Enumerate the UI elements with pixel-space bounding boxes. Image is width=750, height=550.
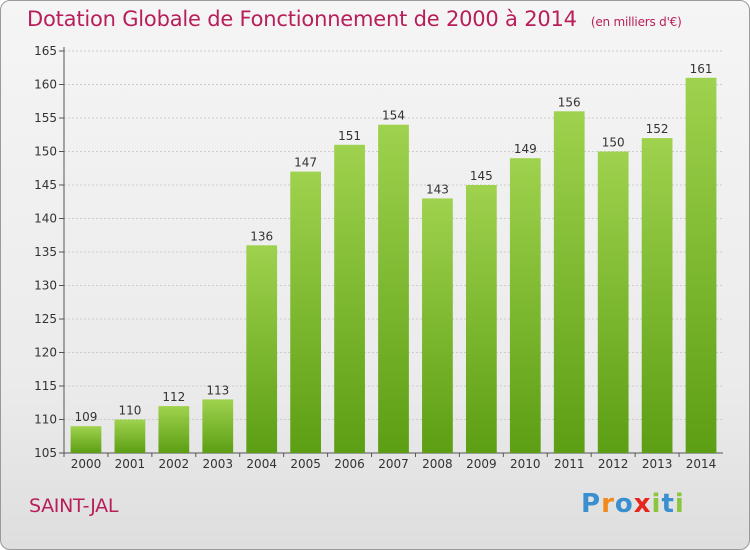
commune-name: SAINT-JAL	[29, 495, 119, 517]
title-text: Dotation Globale de Fonctionnement de 20…	[27, 7, 577, 31]
bar-2009	[465, 185, 497, 453]
data-label: 113	[206, 383, 229, 397]
x-tick-label: 2014	[686, 457, 717, 471]
x-tick-label: 2010	[510, 457, 541, 471]
x-tick-label: 2011	[554, 457, 585, 471]
bar-2000	[70, 426, 102, 453]
proxiti-logo: Proxiti	[581, 489, 685, 519]
y-tick-label: 140	[34, 212, 57, 226]
x-tick-label: 2004	[246, 457, 277, 471]
y-tick-label: 160	[34, 78, 57, 92]
labels: 105 110 115 120 125 130 135 140 145 150 155 160 165 1…	[34, 44, 716, 471]
chart-title: Dotation Globale de Fonctionnement de 20…	[27, 7, 682, 31]
data-label: 136	[250, 229, 273, 243]
logo-letter: r	[601, 489, 615, 519]
bar-2008	[422, 198, 453, 453]
bar-2003	[202, 399, 234, 453]
data-label: 147	[294, 156, 317, 170]
y-tick-label: 165	[34, 44, 57, 58]
bar-2005	[290, 171, 322, 453]
y-tick-label: 125	[34, 312, 57, 326]
bar-2001	[114, 419, 146, 453]
data-label: 112	[162, 390, 185, 404]
x-tick-label: 2002	[159, 457, 190, 471]
y-tick-label: 155	[34, 111, 57, 125]
bar-2014	[685, 77, 717, 454]
y-tick-label: 105	[34, 446, 57, 460]
logo-letter: x	[633, 489, 652, 519]
data-label: 156	[558, 95, 581, 109]
data-label: 143	[426, 182, 449, 196]
x-tick-label: 2003	[202, 457, 233, 471]
y-tick-label: 115	[34, 379, 57, 393]
y-tick-label: 110	[34, 413, 57, 427]
y-tick-label: 145	[34, 178, 57, 192]
logo-letter: i	[674, 489, 685, 519]
y-tick-label: 135	[34, 245, 57, 259]
bars	[70, 77, 717, 454]
y-tick-label: 130	[34, 279, 57, 293]
x-tick-label: 2006	[334, 457, 365, 471]
x-tick-label: 2001	[115, 457, 146, 471]
data-label: 109	[75, 410, 98, 424]
data-label: 161	[690, 62, 713, 76]
x-tick-label: 2005	[290, 457, 321, 471]
data-label: 149	[514, 142, 537, 156]
bar-2006	[334, 144, 365, 454]
bar-2010	[509, 158, 541, 453]
bar-2007	[378, 124, 409, 453]
data-label: 152	[646, 122, 669, 136]
x-tick-label: 2009	[466, 457, 497, 471]
unit-note: (en milliers d'€)	[590, 15, 682, 29]
data-label: 110	[118, 404, 141, 418]
logo-letter: t	[661, 489, 675, 519]
x-tick-label: 2008	[422, 457, 453, 471]
data-label: 154	[382, 109, 405, 123]
bar-2012	[597, 151, 629, 453]
logo-letter: o	[614, 489, 634, 519]
x-tick-label: 2007	[378, 457, 409, 471]
data-label: 145	[470, 169, 493, 183]
bar-2011	[553, 111, 585, 454]
data-label: 151	[338, 129, 361, 143]
bar-2004	[246, 245, 278, 453]
y-tick-label: 120	[34, 346, 57, 360]
y-tick-label: 150	[34, 145, 57, 159]
x-tick-label: 2000	[71, 457, 102, 471]
logo-letter: P	[581, 489, 602, 519]
data-label: 150	[602, 136, 625, 150]
x-tick-label: 2012	[598, 457, 629, 471]
logo-letter: i	[651, 489, 662, 519]
bar-2002	[158, 406, 190, 453]
bar-2013	[641, 138, 673, 453]
x-tick-label: 2013	[642, 457, 673, 471]
